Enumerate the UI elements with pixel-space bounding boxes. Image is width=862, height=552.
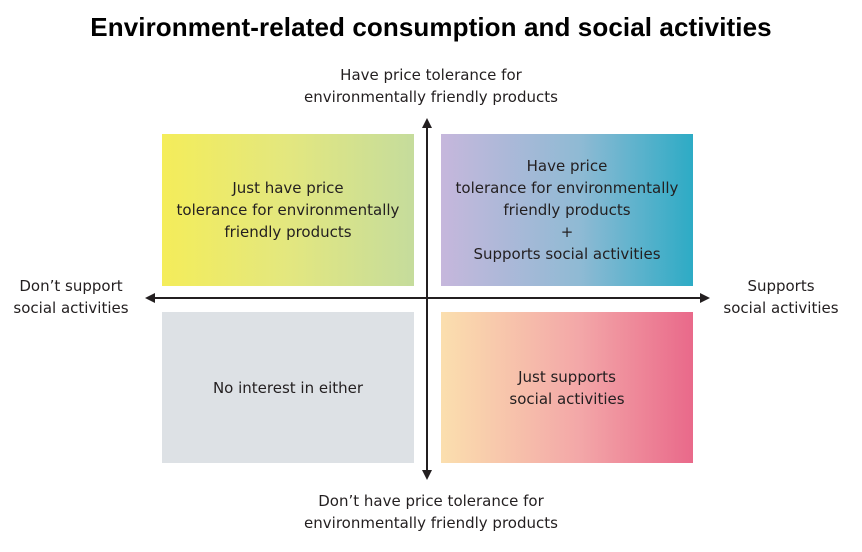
quadrant-top-left-line-3: friendly products xyxy=(224,223,352,241)
quadrant-bottom-left-line-1: No interest in either xyxy=(212,378,364,397)
axis-label-right-line-1: Supports xyxy=(747,277,815,295)
axis-label-bottom-line-2: environmentally friendly products xyxy=(304,514,558,532)
arrow-up-icon xyxy=(422,118,432,128)
axis-label-right: Supports social activities xyxy=(712,275,850,319)
axis-label-right-line-2: social activities xyxy=(723,299,839,317)
quadrant-top-right-line-5: Supports social activities xyxy=(473,245,661,263)
quadrant-top-right-line-1: Have price xyxy=(526,157,608,175)
axis-label-left: Don’t support social activities xyxy=(2,275,140,319)
quadrant-top-right-line-2: tolerance for environmentally xyxy=(455,179,679,197)
quadrant-bottom-left: No interest in either xyxy=(162,312,414,463)
axis-label-top: Have price tolerance for environmentally… xyxy=(231,64,631,108)
arrow-down-icon xyxy=(422,470,432,480)
arrow-right-icon xyxy=(700,293,710,303)
quadrant-top-right: Have price tolerance for environmentally… xyxy=(441,134,693,286)
axis-label-bottom: Don’t have price tolerance for environme… xyxy=(231,490,631,534)
axis-label-bottom-line-1: Don’t have price tolerance for xyxy=(318,492,544,510)
arrow-left-icon xyxy=(145,293,155,303)
quadrant-top-left-line-1: Just have price xyxy=(232,179,344,197)
quadrant-top-left: Just have price tolerance for environmen… xyxy=(162,134,414,286)
axis-label-left-line-1: Don’t support xyxy=(19,277,123,295)
quadrant-bottom-right-line-2: social activities xyxy=(509,389,625,408)
axis-label-top-line-2: environmentally friendly products xyxy=(304,88,558,106)
quadrant-bottom-right-line-1: Just supports xyxy=(518,367,616,386)
diagram-title: Environment-related consumption and soci… xyxy=(90,12,772,42)
axis-label-top-line-1: Have price tolerance for xyxy=(340,66,522,84)
quadrant-top-left-line-2: tolerance for environmentally xyxy=(176,201,400,219)
quadrant-top-right-plus: + xyxy=(560,223,574,241)
axis-label-left-line-2: social activities xyxy=(13,299,129,317)
quadrant-top-right-line-3: friendly products xyxy=(503,201,631,219)
quadrant-bottom-right: Just supports social activities xyxy=(441,312,693,463)
